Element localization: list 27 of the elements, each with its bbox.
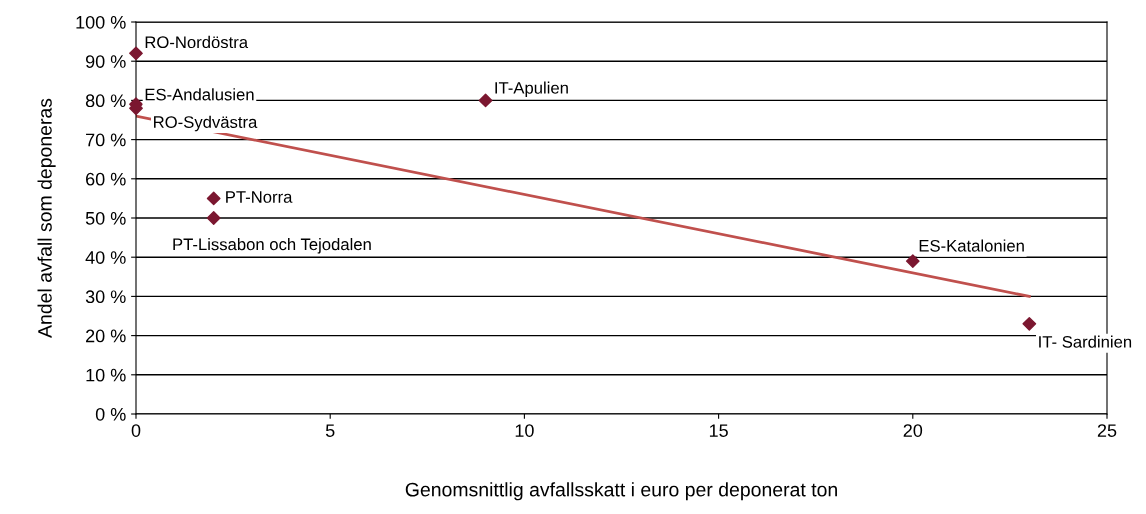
x-tick-label: 15 — [709, 424, 728, 437]
x-axis-title: Genomsnittlig avfallsskatt i euro per deponerat ton — [405, 482, 837, 501]
annotation: PT-Lissabon och Tejodalen — [173, 238, 371, 254]
x-tick-label: 0 — [131, 424, 141, 437]
y-tick-label: 60 % — [86, 172, 126, 186]
y-tick-label: 100 % — [76, 15, 126, 29]
y-tick-label: 0 % — [95, 407, 126, 421]
annotation: ES-Andalusien — [145, 88, 254, 101]
y-tick-label: 20 % — [86, 329, 126, 343]
annotation: RO-Nordöstra — [145, 35, 249, 49]
y-tick-label: 90 % — [85, 55, 126, 68]
x-tick-label: 25 — [1097, 424, 1117, 437]
annotation: ES-Katalonien — [919, 239, 1024, 252]
annotation: IT- Sardinien — [1039, 335, 1132, 348]
x-tick-label: 10 — [515, 424, 534, 437]
x-tick-label: 5 — [325, 424, 335, 437]
y-tick-label: 30 % — [85, 290, 126, 304]
y-tick-label: 40 % — [85, 251, 126, 264]
annotation: IT-Apulien — [495, 81, 568, 98]
y-tick-label: 10 % — [86, 368, 126, 382]
annotation: RO-Sydvästra — [154, 115, 258, 132]
y-tick-label: 80 % — [85, 94, 126, 108]
y-axis-title: Andel avfall som deponeras — [37, 98, 56, 338]
annotation: PT-Norra — [226, 191, 293, 203]
y-tick-label: 50 % — [85, 211, 126, 225]
x-tick-label: 20 — [903, 424, 923, 437]
y-tick-label: 70 % — [86, 133, 126, 147]
